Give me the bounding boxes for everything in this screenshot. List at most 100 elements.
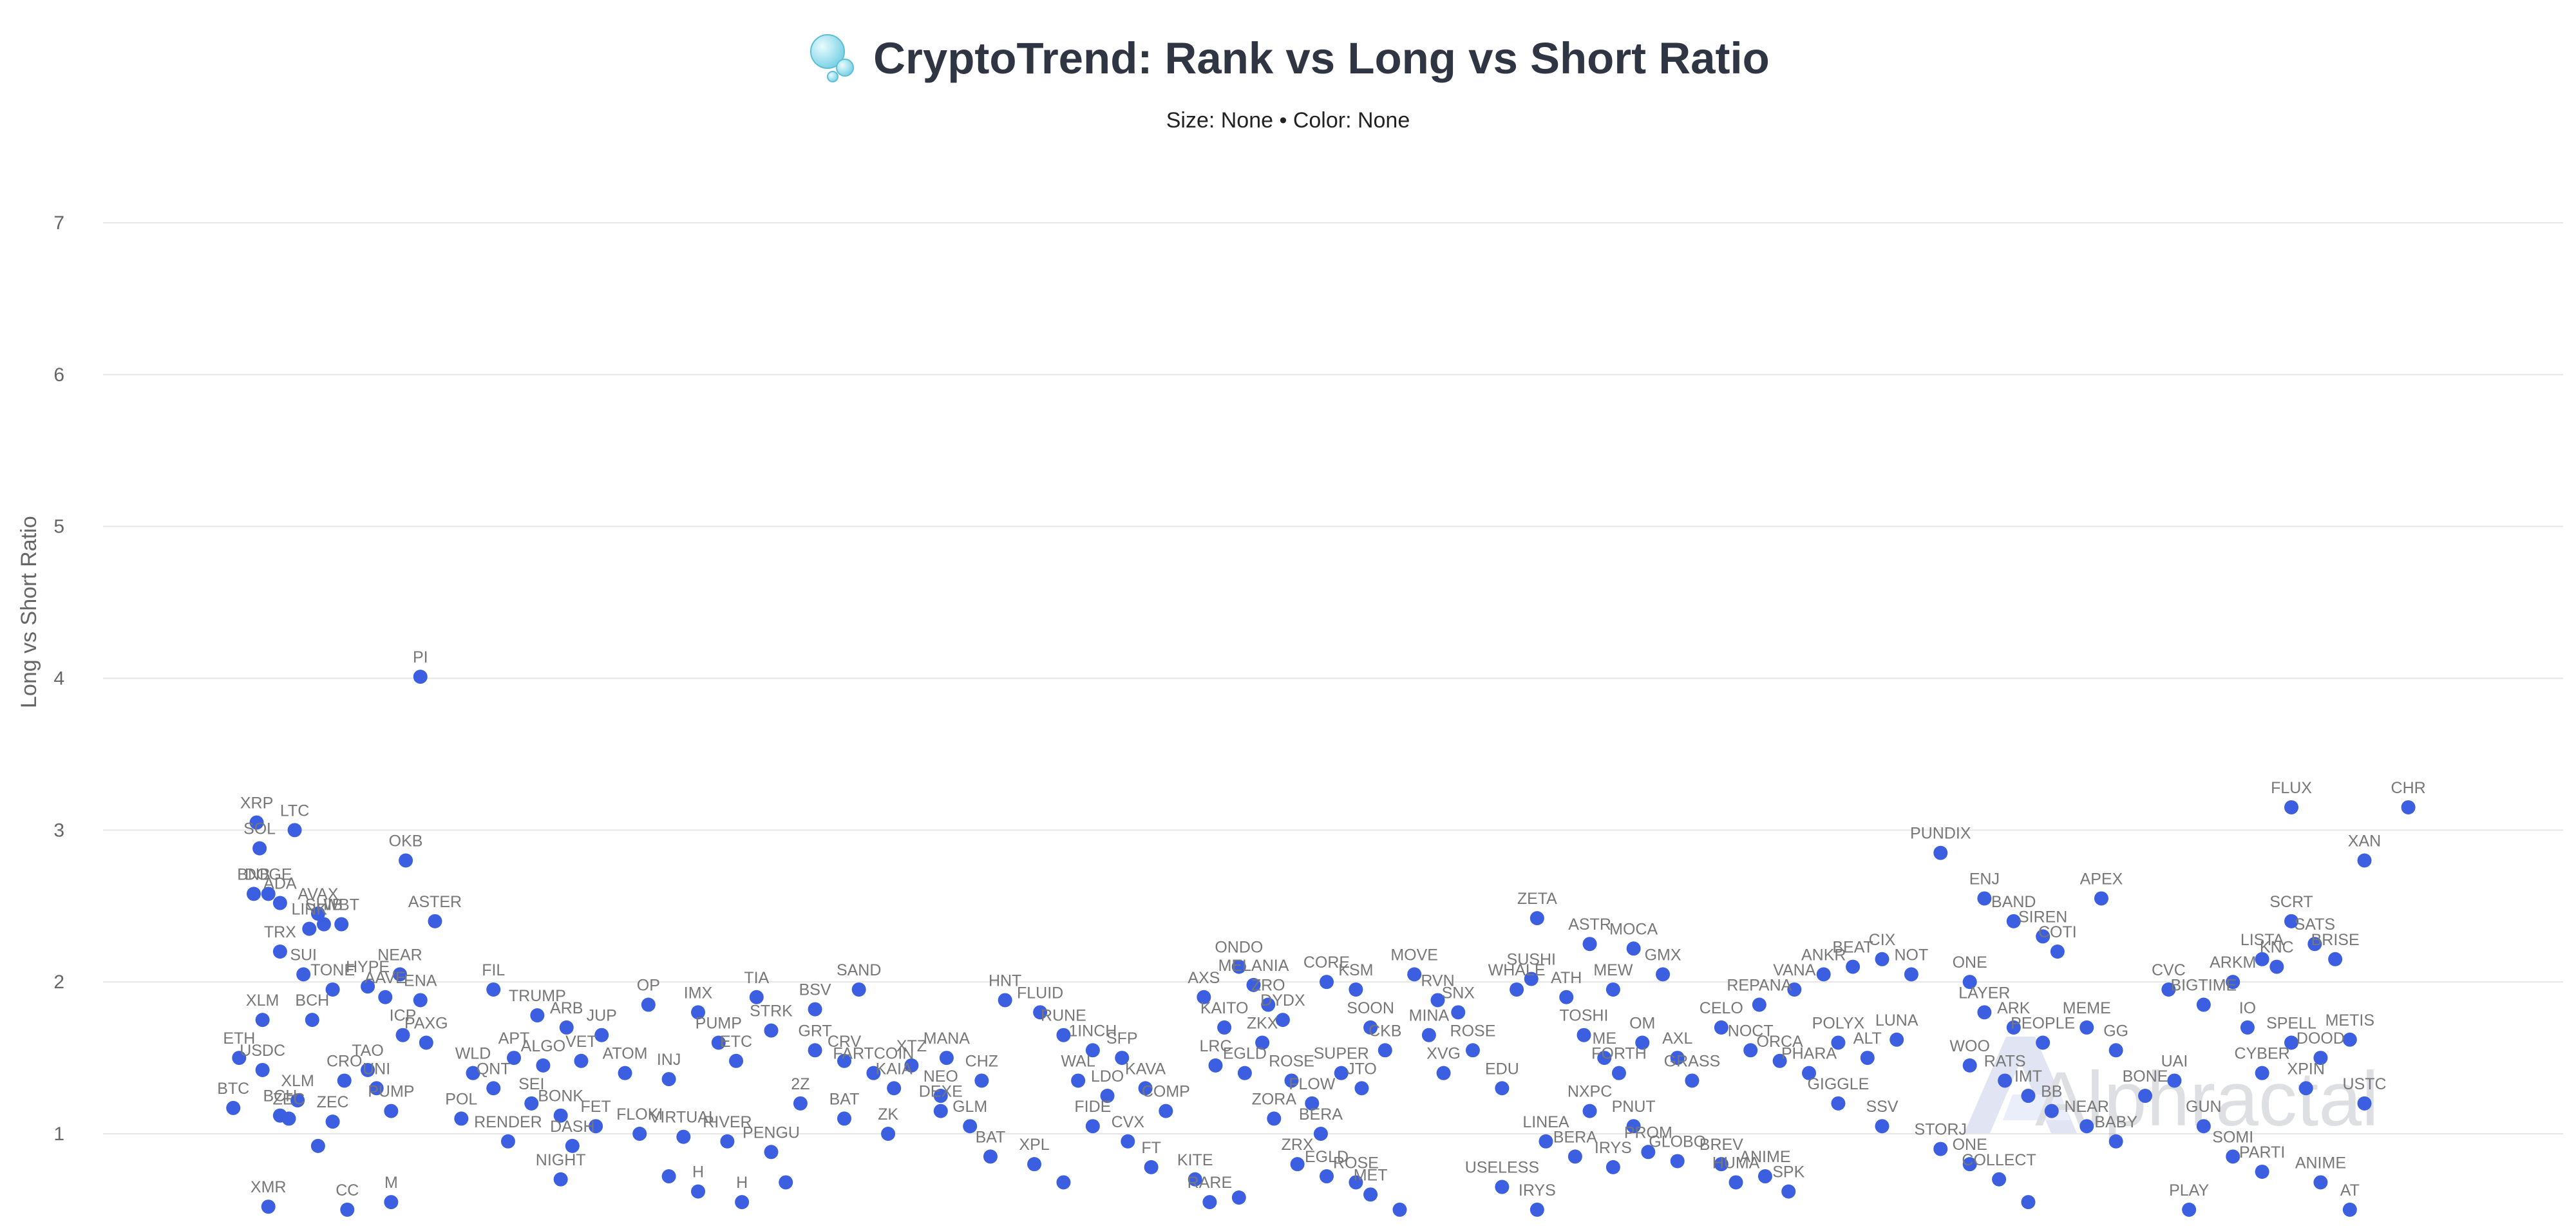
data-point[interactable] (808, 1043, 822, 1058)
data-point[interactable] (1816, 967, 1831, 982)
data-point[interactable] (2401, 800, 2416, 814)
data-point[interactable] (1159, 1104, 1173, 1118)
data-point[interactable] (1530, 1202, 1544, 1217)
data-point[interactable] (1670, 1154, 1685, 1169)
data-point[interactable] (1115, 1051, 1130, 1066)
data-point[interactable] (1933, 1142, 1948, 1156)
data-point[interactable] (1284, 1073, 1299, 1088)
data-point[interactable] (1582, 937, 1597, 952)
data-point[interactable] (887, 1081, 902, 1096)
data-point[interactable] (641, 997, 656, 1012)
data-point[interactable] (974, 1073, 989, 1088)
data-point[interactable] (2196, 1119, 2211, 1134)
data-point[interactable] (1392, 1202, 1407, 1217)
data-point[interactable] (837, 1053, 851, 1068)
data-point[interactable] (2182, 1202, 2197, 1217)
data-point[interactable] (287, 823, 302, 838)
data-point[interactable] (337, 1073, 352, 1088)
data-point[interactable] (1056, 1028, 1071, 1042)
data-point[interactable] (1255, 1035, 1270, 1050)
data-point[interactable] (998, 993, 1012, 1008)
data-point[interactable] (428, 914, 442, 928)
data-point[interactable] (384, 1104, 399, 1118)
data-point[interactable] (2021, 1195, 2036, 1210)
data-point[interactable] (793, 1096, 808, 1111)
data-point[interactable] (247, 887, 261, 901)
data-point[interactable] (486, 982, 501, 997)
data-point[interactable] (691, 1005, 706, 1020)
data-point[interactable] (2167, 1073, 2182, 1088)
data-point[interactable] (1261, 997, 1276, 1012)
data-point[interactable] (2036, 929, 2050, 944)
data-point[interactable] (413, 670, 428, 684)
data-point[interactable] (1998, 1073, 2012, 1088)
data-point[interactable] (1524, 972, 1539, 986)
data-point[interactable] (837, 1111, 851, 1126)
data-point[interactable] (779, 1175, 793, 1190)
data-point[interactable] (1904, 967, 1918, 982)
data-point[interactable] (399, 853, 413, 868)
data-point[interactable] (536, 1058, 551, 1073)
data-point[interactable] (2307, 937, 2322, 952)
data-point[interactable] (1875, 952, 1889, 966)
data-point[interactable] (261, 1199, 276, 1214)
data-point[interactable] (1626, 1119, 1641, 1134)
data-point[interactable] (1421, 1028, 1436, 1042)
data-point[interactable] (361, 1062, 375, 1077)
data-point[interactable] (2357, 1096, 2372, 1111)
data-point[interactable] (1831, 1096, 1846, 1111)
data-point[interactable] (565, 1138, 580, 1153)
data-point[interactable] (1033, 1005, 1048, 1020)
data-point[interactable] (419, 1035, 433, 1050)
data-point[interactable] (735, 1195, 750, 1210)
data-point[interactable] (1889, 1032, 1904, 1047)
data-point[interactable] (1305, 1096, 1320, 1111)
data-point[interactable] (2240, 1020, 2255, 1035)
data-point[interactable] (1962, 975, 1977, 990)
data-point[interactable] (749, 990, 764, 1004)
data-point[interactable] (2226, 975, 2240, 990)
data-point[interactable] (866, 1066, 881, 1080)
data-point[interactable] (1728, 1175, 1743, 1190)
data-point[interactable] (1787, 982, 1802, 997)
data-point[interactable] (325, 982, 340, 997)
data-point[interactable] (2284, 1035, 2299, 1050)
data-point[interactable] (252, 841, 267, 856)
data-point[interactable] (1530, 911, 1544, 926)
data-point[interactable] (1510, 982, 1524, 997)
data-point[interactable] (2255, 1164, 2269, 1179)
data-point[interactable] (1138, 1081, 1153, 1096)
data-point[interactable] (2226, 1149, 2240, 1164)
data-point[interactable] (1121, 1134, 1135, 1149)
data-point[interactable] (1577, 1028, 1591, 1042)
data-point[interactable] (302, 921, 317, 936)
data-point[interactable] (2298, 1081, 2313, 1096)
data-point[interactable] (1714, 1157, 1728, 1172)
data-point[interactable] (1320, 975, 1334, 990)
data-point[interactable] (1626, 941, 1641, 956)
data-point[interactable] (2269, 959, 2284, 974)
data-point[interactable] (2006, 1020, 2021, 1035)
data-point[interactable] (632, 1127, 647, 1141)
data-point[interactable] (553, 1108, 568, 1123)
data-point[interactable] (2138, 1089, 2153, 1104)
data-point[interactable] (1714, 1020, 1728, 1035)
data-point[interactable] (2094, 891, 2108, 906)
data-point[interactable] (589, 1119, 603, 1134)
data-point[interactable] (1313, 1127, 1328, 1141)
data-point[interactable] (2284, 914, 2299, 928)
data-point[interactable] (1188, 1172, 1202, 1187)
data-point[interactable] (466, 1066, 480, 1080)
data-point[interactable] (1275, 1013, 1290, 1028)
data-point[interactable] (1539, 1134, 1553, 1149)
data-point[interactable] (1757, 1169, 1772, 1184)
data-point[interactable] (661, 1072, 676, 1087)
data-point[interactable] (2036, 1035, 2050, 1050)
data-point[interactable] (232, 1051, 247, 1066)
data-point[interactable] (963, 1119, 978, 1134)
data-point[interactable] (378, 990, 393, 1004)
data-point[interactable] (2255, 1066, 2269, 1080)
data-point[interactable] (1349, 982, 1363, 997)
data-point[interactable] (1144, 1160, 1159, 1174)
data-point[interactable] (933, 1104, 948, 1118)
